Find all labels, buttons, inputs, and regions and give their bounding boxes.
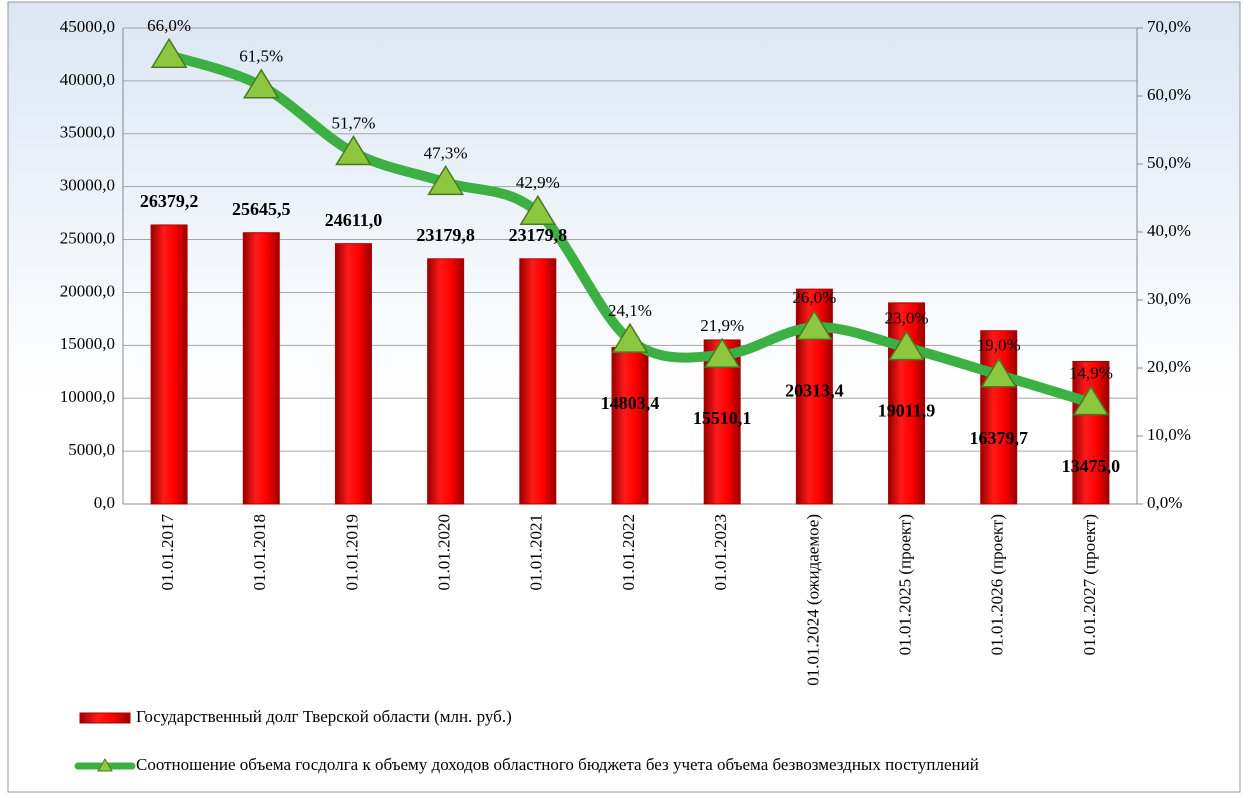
line-value-label: 26,0%	[792, 288, 836, 307]
line-marker	[980, 357, 1018, 388]
y-tick-label: 45000,0	[60, 17, 115, 36]
legend-label: Государственный долг Тверской области (м…	[136, 707, 512, 726]
x-tick-label: 01.01.2021	[527, 514, 546, 591]
y-tick-label: 20000,0	[60, 281, 115, 300]
x-tick-label: 01.01.2022	[619, 514, 638, 591]
line-value-label: 14,9%	[1069, 364, 1113, 383]
bar	[150, 224, 188, 505]
x-tick-label: 01.01.2019	[342, 514, 361, 591]
legend-marker	[97, 758, 113, 772]
bar-value-label: 23179,8	[509, 225, 568, 245]
y-tick-label: 0,0	[94, 493, 115, 512]
bar-value-label: 14803,4	[601, 393, 660, 413]
x-tick-label: 01.01.2025 (проект)	[895, 514, 914, 655]
line-marker	[888, 330, 925, 361]
x-tick-label: 01.01.2017	[158, 514, 177, 591]
line-value-label: 51,7%	[331, 113, 375, 132]
y-tick-label: 25000,0	[60, 228, 115, 247]
bar-value-label: 25645,5	[232, 199, 291, 219]
bar-value-label: 24611,0	[325, 210, 383, 230]
line-marker	[335, 134, 372, 166]
line-value-label: 66,0%	[147, 16, 191, 35]
line-marker	[796, 309, 833, 340]
line-marker	[427, 164, 464, 196]
bar-value-label: 20313,4	[785, 380, 844, 400]
bar	[980, 330, 1018, 505]
bar	[611, 346, 649, 505]
x-tick-label: 01.01.2027 (проект)	[1080, 514, 1099, 655]
line-marker	[150, 37, 188, 68]
line-value-label: 24,1%	[608, 301, 652, 320]
y2-tick-label: 30,0%	[1147, 289, 1191, 308]
y2-tick-label: 50,0%	[1147, 153, 1191, 172]
y-tick-label: 40000,0	[60, 70, 115, 89]
y2-tick-label: 70,0%	[1147, 17, 1191, 36]
bar	[334, 243, 372, 505]
bar-value-label: 13475,0	[1062, 456, 1121, 476]
y2-tick-label: 40,0%	[1147, 221, 1191, 240]
x-tick-label: 01.01.2023	[711, 514, 730, 591]
bar	[1072, 360, 1110, 505]
bar-value-label: 26379,2	[140, 191, 199, 211]
y-tick-label: 15000,0	[60, 334, 115, 353]
line-value-label: 47,3%	[424, 143, 468, 162]
y-tick-label: 5000,0	[68, 440, 115, 459]
bar-value-label: 16379,7	[969, 428, 1028, 448]
legend-label: Соотношение объема госдолга к объему дох…	[136, 755, 979, 774]
y-tick-label: 35000,0	[60, 123, 115, 142]
y2-tick-label: 0,0%	[1147, 493, 1182, 512]
line-value-label: 19,0%	[977, 336, 1021, 355]
line-value-label: 61,5%	[239, 47, 283, 66]
x-tick-label: 01.01.2018	[250, 514, 269, 591]
line-marker	[611, 322, 649, 353]
y2-tick-label: 60,0%	[1147, 85, 1191, 104]
y-tick-label: 30000,0	[60, 176, 115, 195]
line-marker	[1072, 385, 1110, 416]
line-value-label: 42,9%	[516, 173, 560, 192]
bar-value-label: 23179,8	[416, 225, 475, 245]
y-tick-label: 10000,0	[60, 387, 115, 406]
x-tick-label: 01.01.2020	[435, 514, 454, 591]
line-marker	[242, 68, 280, 99]
bar-value-label: 19011,9	[878, 401, 936, 421]
bar	[519, 258, 557, 505]
x-tick-label: 01.01.2026 (проект)	[988, 514, 1007, 655]
legend-swatch	[79, 712, 131, 724]
y2-tick-label: 20,0%	[1147, 357, 1191, 376]
line-value-label: 21,9%	[700, 316, 744, 335]
bar	[427, 258, 465, 505]
y2-tick-label: 10,0%	[1147, 425, 1191, 444]
bar-value-label: 15510,1	[693, 408, 752, 428]
x-tick-label: 01.01.2024 (ожидаемое)	[803, 514, 822, 686]
line-value-label: 23,0%	[885, 309, 929, 328]
line-marker	[703, 337, 741, 368]
line-marker	[519, 194, 557, 226]
bar	[242, 232, 280, 505]
